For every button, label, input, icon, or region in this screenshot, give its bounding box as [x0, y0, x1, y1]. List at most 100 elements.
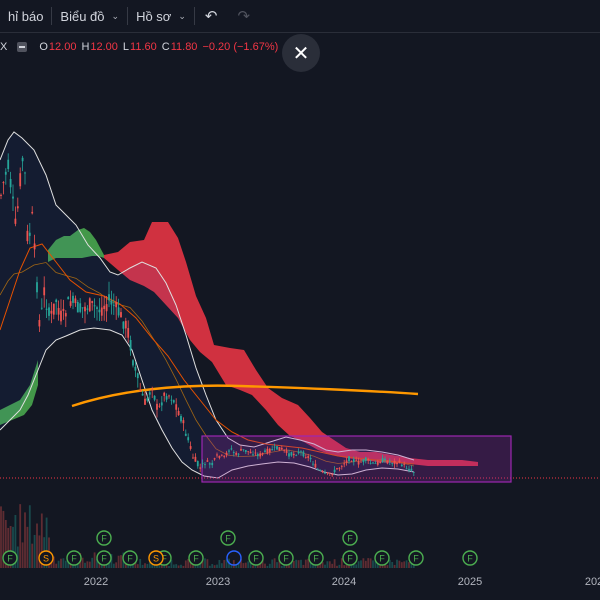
- candle-body: [235, 452, 238, 455]
- volume-bar: [55, 563, 58, 568]
- candle-body: [355, 459, 358, 461]
- candle-body: [295, 455, 298, 456]
- volume-bar: [261, 558, 264, 568]
- candle-body: [400, 464, 403, 467]
- candle-body: [115, 302, 118, 308]
- volume-bar: [396, 559, 398, 568]
- volume-bar: [175, 564, 178, 568]
- volume-bar: [180, 564, 182, 568]
- candle-body: [134, 366, 137, 371]
- volume-bar: [213, 565, 216, 568]
- top-toolbar: hỉ báo Biểu đồ ⌄ Hồ sơ ⌄ ↶ ↷: [0, 0, 600, 33]
- candle-body: [86, 308, 89, 310]
- candle-body: [369, 462, 372, 464]
- candle-body: [379, 461, 382, 463]
- candle-body: [199, 467, 202, 469]
- event-marker: F: [66, 550, 82, 566]
- candle-body: [268, 448, 271, 453]
- candle-body: [182, 420, 185, 424]
- volume-bar: [204, 558, 206, 568]
- undo-icon[interactable]: ↶: [204, 8, 218, 25]
- indicators-button[interactable]: hỉ báo: [0, 0, 51, 32]
- candle-body: [4, 171, 7, 175]
- candle-body: [105, 304, 108, 312]
- candle-body: [362, 459, 365, 463]
- candle-body: [156, 403, 158, 410]
- volume-bar: [336, 565, 338, 568]
- candle-body: [74, 298, 77, 304]
- candle-body: [384, 458, 386, 461]
- volume-bar: [360, 560, 362, 568]
- volume-bar: [88, 561, 91, 568]
- candle-body: [290, 452, 293, 456]
- volume-bar: [134, 562, 137, 568]
- candle-body: [103, 305, 106, 310]
- candle-body: [240, 448, 242, 451]
- candle-body: [225, 452, 228, 456]
- volume-bar: [158, 564, 161, 568]
- open-label: O: [39, 41, 48, 53]
- candle-body: [223, 455, 226, 457]
- event-circle: [96, 550, 112, 566]
- volume-bar: [393, 564, 396, 568]
- close-value: 11.80: [170, 41, 198, 53]
- low-label: L: [122, 41, 130, 53]
- candle-body: [338, 467, 341, 469]
- chevron-down-icon: ⌄: [111, 10, 120, 21]
- profile-dropdown[interactable]: Hồ sơ ⌄: [128, 0, 194, 32]
- volume-bar: [338, 564, 341, 568]
- volume-bar: [278, 558, 281, 568]
- x-tick-label: 2022: [83, 576, 109, 588]
- candle-body: [24, 172, 26, 174]
- time-axis[interactable]: 2022 2023 2024 2025 202: [0, 568, 600, 600]
- volume-bar: [220, 563, 223, 568]
- event-label: F: [7, 554, 13, 564]
- event-circle: [148, 550, 164, 566]
- candle-body: [336, 468, 338, 470]
- candle-body: [151, 389, 154, 391]
- symbol-name[interactable]: X: [0, 41, 8, 53]
- volume-bar: [211, 564, 214, 568]
- event-marker: F: [342, 550, 358, 566]
- candle-body: [408, 468, 410, 471]
- event-circle: [96, 530, 112, 546]
- volume-bar: [84, 562, 86, 568]
- volume-bar: [216, 564, 218, 568]
- candle-body: [100, 307, 103, 316]
- ichimoku-cloud: [0, 222, 478, 466]
- candle-body: [247, 451, 250, 453]
- volume-bar: [256, 565, 259, 568]
- event-label: F: [347, 534, 353, 544]
- moving-averages: [0, 243, 600, 479]
- volume-bar: [208, 565, 211, 568]
- candle-body: [340, 466, 343, 468]
- volume-bar: [237, 561, 240, 568]
- volume-bar: [50, 559, 53, 568]
- range-box-rect: [201, 435, 512, 483]
- candle-body: [9, 179, 12, 188]
- bollinger-bands: [0, 131, 415, 479]
- chart-type-dropdown[interactable]: Biểu đồ ⌄: [52, 0, 127, 32]
- candle-body: [146, 398, 149, 401]
- candle-body: [381, 458, 384, 463]
- candle-body: [38, 320, 41, 327]
- close-label: C: [161, 41, 170, 53]
- volume-bar: [151, 561, 154, 568]
- candle-body: [360, 461, 362, 463]
- event-label: S: [153, 554, 159, 564]
- candle-body: [230, 448, 233, 450]
- candle-body: [357, 460, 360, 465]
- close-icon[interactable]: ✕: [282, 34, 320, 72]
- volume-bar: [21, 542, 24, 568]
- candle-body: [220, 454, 223, 456]
- volume-bar: [33, 534, 36, 568]
- x-tick-label: 2024: [331, 576, 357, 588]
- candle-body: [48, 307, 50, 316]
- volume-bar: [355, 564, 358, 568]
- volume-bar: [139, 558, 142, 568]
- redo-icon[interactable]: ↷: [237, 8, 251, 25]
- volume-bar: [307, 558, 310, 568]
- collapse-icon[interactable]: [17, 42, 28, 52]
- kumo-segment: [0, 360, 38, 425]
